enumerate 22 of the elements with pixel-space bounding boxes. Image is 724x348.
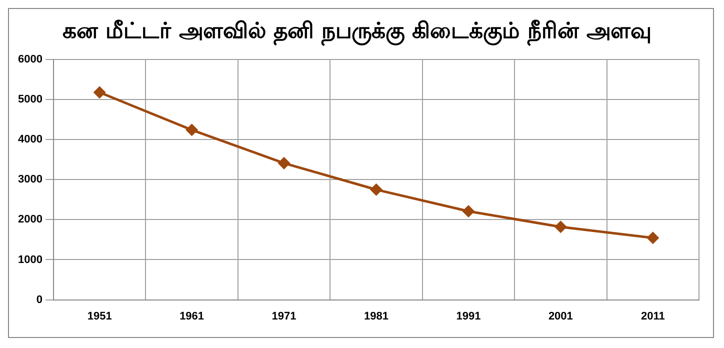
y-tick-label: 6000	[18, 53, 42, 66]
x-tick-label: 1991	[456, 310, 481, 322]
y-tick-label: 5000	[18, 94, 42, 106]
x-tick-label: 1971	[272, 310, 296, 322]
point	[462, 206, 474, 218]
point	[186, 124, 198, 136]
x-tick-label: 1961	[180, 310, 204, 322]
x-tick-label: 1951	[87, 310, 112, 322]
x-tick-label: 2001	[548, 310, 573, 322]
point	[554, 221, 566, 233]
x-tick-label: 1981	[364, 310, 388, 322]
y-tick-label: 1000	[18, 254, 42, 266]
x-tick-label: 2011	[640, 310, 665, 322]
point	[94, 86, 106, 98]
y-tick-label: 2000	[18, 214, 42, 226]
y-tick-label: 4000	[18, 134, 42, 146]
point	[370, 184, 382, 196]
y-tick-label: 3000	[18, 174, 42, 186]
point	[278, 157, 290, 169]
y-tick-label: 0	[36, 294, 42, 306]
point	[647, 232, 659, 244]
chart-title: கன மீட்டர் அளவில் தனி நபருக்கு கிடைக்கும் நீரின் அளவு	[62, 18, 652, 46]
